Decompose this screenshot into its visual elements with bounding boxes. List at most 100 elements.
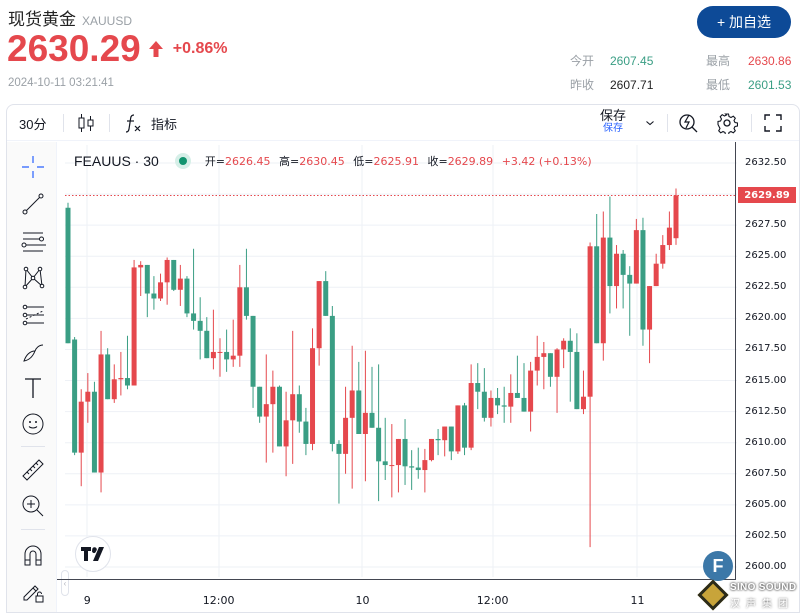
legend-change: +3.42 (+0.13%) bbox=[501, 155, 592, 168]
candle bbox=[521, 397, 527, 412]
crosshair-tool[interactable] bbox=[20, 154, 46, 180]
chart-toolbar: 30分 指标 保存 保存 bbox=[7, 105, 799, 141]
chart-type-button[interactable] bbox=[77, 105, 95, 141]
stat-high-value: 2630.86 bbox=[748, 54, 792, 68]
candle bbox=[442, 426, 448, 441]
candle bbox=[448, 426, 454, 452]
candle bbox=[124, 378, 130, 386]
candle bbox=[349, 390, 355, 418]
candle bbox=[296, 394, 302, 422]
candle bbox=[72, 339, 78, 453]
candle bbox=[607, 237, 613, 287]
candle bbox=[230, 355, 236, 360]
candle bbox=[237, 287, 243, 356]
quick-search-button[interactable] bbox=[678, 105, 700, 141]
magnet-icon bbox=[24, 545, 42, 566]
legend-low: 2625.91 bbox=[373, 155, 419, 168]
candle bbox=[369, 412, 375, 428]
save-label: 保存 bbox=[599, 108, 626, 123]
watermark-brand: SINO SOUND bbox=[730, 582, 797, 593]
candle bbox=[587, 246, 593, 397]
candle bbox=[356, 390, 362, 434]
instrument-symbol: XAUUSD bbox=[82, 14, 133, 28]
time-tick-label: 11 bbox=[630, 594, 645, 607]
candle bbox=[98, 354, 104, 473]
ruler-tool[interactable] bbox=[20, 457, 46, 483]
indicators-label: 指标 bbox=[151, 116, 178, 132]
candle bbox=[191, 313, 197, 321]
fullscreen-button[interactable] bbox=[763, 105, 783, 141]
fib-retracement-tool[interactable] bbox=[20, 302, 46, 328]
legend-close-key: 收= bbox=[427, 155, 448, 168]
stat-prev-close-label: 昨收 bbox=[570, 78, 595, 92]
price-tick-label: 2610.00 bbox=[745, 436, 787, 448]
magnet-tool[interactable] bbox=[20, 542, 46, 568]
price-tick-label: 2620.00 bbox=[745, 312, 787, 324]
ruler-icon bbox=[22, 459, 44, 481]
candle bbox=[310, 348, 316, 444]
candle bbox=[91, 391, 97, 473]
interval-selector[interactable]: 30分 bbox=[19, 116, 47, 132]
candle bbox=[158, 282, 164, 299]
candle bbox=[455, 405, 461, 452]
candles-icon bbox=[78, 114, 94, 132]
candle bbox=[382, 461, 388, 466]
indicators-button[interactable]: 指标 bbox=[123, 105, 177, 141]
candle bbox=[210, 351, 216, 359]
price-tick-label: 2632.50 bbox=[745, 157, 787, 168]
add-to-watchlist-button[interactable]: + 加自选 bbox=[697, 6, 791, 38]
candle bbox=[204, 330, 210, 359]
candle bbox=[600, 237, 606, 344]
emoji-tool[interactable] bbox=[20, 411, 46, 437]
text-tool[interactable] bbox=[20, 375, 46, 401]
pencil-lock-icon bbox=[23, 585, 44, 603]
change-percent: +0.86% bbox=[172, 40, 228, 57]
candle bbox=[336, 443, 342, 454]
pattern-tool[interactable] bbox=[20, 265, 46, 291]
stat-low: 最低 2601.53 bbox=[706, 76, 791, 93]
crosshair-icon bbox=[22, 156, 44, 178]
settings-button[interactable] bbox=[716, 105, 738, 141]
price-tick-label: 2627.50 bbox=[745, 219, 787, 231]
candle bbox=[541, 353, 547, 357]
price-axis[interactable]: 2632.50 2627.50 2625.00 2622.50 2620.00 2617.… bbox=[735, 142, 799, 580]
candle bbox=[217, 351, 223, 353]
save-layout-button[interactable]: 保存 保存 bbox=[593, 108, 633, 134]
candle bbox=[514, 392, 520, 398]
candlestick-plot[interactable] bbox=[65, 145, 737, 577]
candle bbox=[594, 246, 600, 344]
candle bbox=[415, 467, 421, 471]
fullscreen-icon bbox=[764, 114, 782, 132]
candle bbox=[580, 396, 586, 410]
zoom-in-tool[interactable] bbox=[20, 493, 46, 519]
candle bbox=[554, 349, 560, 377]
stat-high: 最高 2630.86 bbox=[706, 52, 791, 69]
collapse-toolbar-handle[interactable]: ‹ bbox=[61, 570, 69, 596]
candle bbox=[184, 278, 190, 314]
stat-open: 今开 2607.45 bbox=[570, 52, 653, 69]
trend-line-tool[interactable] bbox=[20, 191, 46, 217]
lock-drawings-tool[interactable] bbox=[20, 578, 46, 604]
sinosound-watermark: SINO SOUND 汉声集团 bbox=[697, 578, 800, 613]
candle bbox=[376, 427, 382, 462]
save-options-dropdown[interactable] bbox=[645, 105, 655, 141]
candle bbox=[362, 412, 368, 434]
time-tick-label: 12:00 bbox=[476, 594, 509, 607]
parallel-lines-icon bbox=[21, 232, 46, 252]
price-tick-label: 2612.50 bbox=[745, 405, 787, 417]
horizontal-lines-tool[interactable] bbox=[20, 228, 46, 254]
time-axis[interactable]: 9 12:00 10 12:00 11 bbox=[57, 579, 735, 613]
tradingview-logo[interactable] bbox=[75, 536, 111, 572]
candle bbox=[323, 281, 329, 316]
tool-divider bbox=[21, 446, 45, 447]
candle bbox=[627, 274, 633, 284]
series-legend: FEAUUS · 30 开=2626.45 高=2630.45 低=2625.9… bbox=[74, 153, 597, 169]
legend-symbol: FEAUUS · 30 bbox=[74, 153, 159, 169]
candle bbox=[475, 383, 481, 392]
brush-tool[interactable] bbox=[20, 339, 46, 365]
candle bbox=[428, 438, 434, 461]
candle bbox=[567, 340, 573, 352]
candle bbox=[303, 421, 309, 444]
price-tick-label: 2617.50 bbox=[745, 343, 787, 355]
candle bbox=[409, 466, 415, 468]
